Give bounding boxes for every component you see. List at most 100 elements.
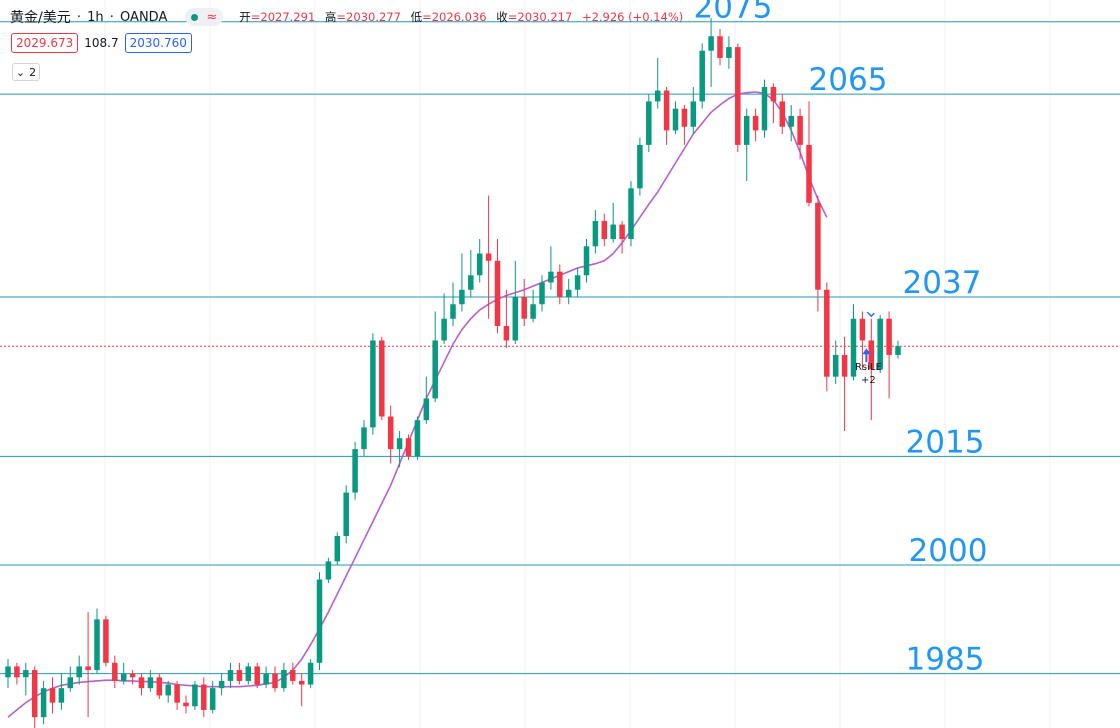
candle-body bbox=[165, 684, 171, 696]
arrow-up-icon bbox=[862, 348, 871, 363]
candle bbox=[165, 680, 171, 703]
candle bbox=[726, 36, 732, 69]
candle bbox=[681, 105, 688, 145]
level-label-2037: 2037 bbox=[903, 265, 982, 301]
candle bbox=[174, 680, 180, 710]
buy-price-button[interactable]: 2030.760 bbox=[124, 33, 192, 53]
candle bbox=[779, 94, 786, 135]
candle bbox=[40, 680, 47, 725]
candle-body bbox=[503, 325, 510, 341]
candle-body bbox=[147, 677, 154, 689]
candle bbox=[539, 275, 545, 312]
close-value: =2030.217 bbox=[507, 10, 573, 24]
moving-average-line bbox=[7, 91, 828, 718]
candle bbox=[209, 680, 216, 714]
signal-label: RsiLE bbox=[855, 362, 882, 373]
broker-label: OANDA bbox=[120, 9, 168, 25]
candle bbox=[459, 253, 465, 312]
interval-label[interactable]: 1h bbox=[87, 9, 104, 25]
sell-price-button[interactable]: 2029.673 bbox=[11, 33, 79, 53]
candle bbox=[557, 264, 563, 305]
candle bbox=[31, 666, 38, 728]
candle-body bbox=[174, 684, 180, 703]
candle-body bbox=[414, 420, 421, 457]
candle bbox=[103, 615, 109, 667]
candle-body bbox=[254, 666, 260, 685]
candle-body bbox=[717, 36, 723, 58]
candle bbox=[646, 94, 652, 153]
candle bbox=[868, 318, 875, 421]
candle bbox=[761, 79, 768, 138]
candle bbox=[343, 485, 349, 544]
candle bbox=[307, 659, 314, 689]
candle-body bbox=[637, 144, 643, 189]
chart-gridlines bbox=[104, 0, 1051, 728]
candle bbox=[637, 137, 643, 196]
candle-body bbox=[797, 115, 803, 145]
candle-body bbox=[708, 36, 714, 51]
candle-body bbox=[557, 271, 563, 297]
candle-body bbox=[877, 318, 883, 370]
candle-body bbox=[859, 318, 866, 341]
candle bbox=[743, 108, 750, 182]
candle-body bbox=[307, 662, 314, 685]
bid-ask-row: 2029.673 108.7 2030.760 bbox=[11, 33, 192, 53]
candle bbox=[663, 86, 670, 145]
candle bbox=[370, 333, 376, 435]
symbol-name[interactable]: 黄金/美元 bbox=[10, 10, 71, 26]
candle-body bbox=[841, 354, 848, 377]
candle bbox=[574, 268, 581, 297]
candle-body bbox=[85, 666, 91, 671]
candle bbox=[494, 239, 501, 334]
candle-body bbox=[405, 438, 412, 457]
candle-body bbox=[485, 253, 492, 261]
candle-body bbox=[663, 90, 670, 131]
candle-body bbox=[761, 86, 768, 131]
candle bbox=[690, 86, 697, 135]
candle-body bbox=[236, 670, 243, 681]
candle bbox=[147, 670, 154, 692]
candle bbox=[14, 662, 20, 685]
ohlc-values: 开=2027.291 高=2030.277 低=2026.036 收=2030.… bbox=[239, 9, 689, 25]
candle bbox=[5, 659, 11, 689]
candle bbox=[699, 43, 705, 109]
level-label-2000: 2000 bbox=[909, 533, 988, 569]
candle bbox=[325, 557, 332, 584]
chart-overlays: RsiLE +2 bbox=[855, 311, 882, 386]
candle bbox=[521, 278, 527, 326]
candle bbox=[423, 376, 430, 424]
candle bbox=[592, 210, 599, 254]
candle bbox=[468, 249, 474, 297]
candle bbox=[797, 108, 803, 160]
candle bbox=[886, 311, 892, 399]
indicators-toggle-button[interactable]: ⌄ 2 bbox=[12, 63, 40, 81]
market-status-pill[interactable]: ≈ bbox=[185, 8, 224, 26]
candle-body bbox=[610, 224, 616, 240]
candle-series bbox=[5, 18, 901, 728]
candle bbox=[227, 662, 234, 689]
candle bbox=[254, 662, 260, 689]
candle-body bbox=[672, 108, 679, 131]
candle-body bbox=[743, 115, 750, 145]
indicators-count: 2 bbox=[29, 65, 37, 79]
candle-body bbox=[58, 688, 65, 703]
change-value: +2.926 (+0.14%) bbox=[581, 10, 684, 24]
candle-body bbox=[681, 108, 688, 127]
candle-body bbox=[14, 666, 20, 678]
candle-body bbox=[201, 684, 207, 710]
candle bbox=[316, 572, 323, 671]
market-open-dot-icon bbox=[191, 13, 199, 21]
candle bbox=[503, 289, 510, 348]
candle bbox=[405, 434, 412, 460]
candle bbox=[290, 662, 296, 685]
candle-body bbox=[31, 670, 38, 718]
candle-body bbox=[120, 673, 127, 681]
horizontal-levels: 2075 2065 2037 2015 2000 1985 bbox=[0, 0, 1120, 678]
candle bbox=[76, 655, 82, 685]
candle-body bbox=[779, 101, 786, 127]
separator-dot: · bbox=[105, 9, 119, 25]
candle bbox=[49, 677, 56, 714]
candle-body bbox=[654, 90, 661, 102]
candle bbox=[414, 416, 421, 460]
